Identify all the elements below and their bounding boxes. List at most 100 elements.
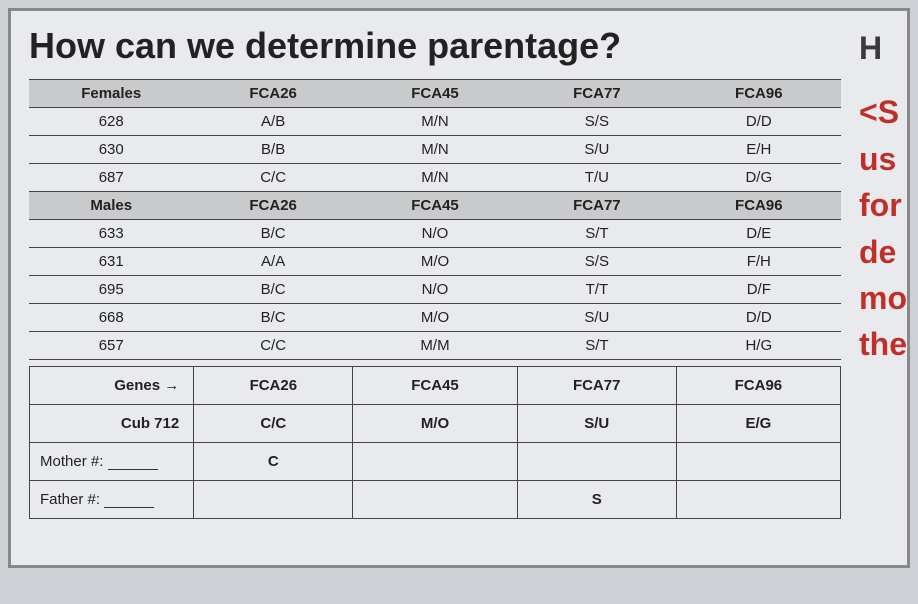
cell: B/C xyxy=(193,220,352,248)
mother-g4[interactable] xyxy=(676,443,840,481)
crop-line: de xyxy=(859,229,907,275)
col-gene3: FCA77 xyxy=(517,80,676,108)
col-gene3: FCA77 xyxy=(517,367,676,405)
males-label: Males xyxy=(29,192,193,220)
cell: M/O xyxy=(353,248,517,276)
genotype-table: Females FCA26 FCA45 FCA77 FCA96 628 A/B … xyxy=(29,79,841,360)
crop-line: mo xyxy=(859,275,907,321)
cub-g3: S/U xyxy=(517,405,676,443)
col-gene2: FCA45 xyxy=(353,192,517,220)
page: How can we determine parentage? Females … xyxy=(8,8,910,568)
row-id: 687 xyxy=(29,164,193,192)
cell: B/C xyxy=(193,276,352,304)
cell: M/N xyxy=(353,108,517,136)
cell: B/C xyxy=(193,304,352,332)
father-g4[interactable] xyxy=(676,481,840,519)
tables-wrap: Females FCA26 FCA45 FCA77 FCA96 628 A/B … xyxy=(29,79,841,519)
cropped-text-right: H <S us for de mo the xyxy=(859,25,907,368)
col-gene4: FCA96 xyxy=(677,192,841,220)
cell: D/D xyxy=(677,304,841,332)
cell: D/E xyxy=(677,220,841,248)
crop-line: for xyxy=(859,182,907,228)
col-gene4: FCA96 xyxy=(677,80,841,108)
fill-line xyxy=(108,469,158,470)
cell: A/B xyxy=(193,108,352,136)
row-id: 630 xyxy=(29,136,193,164)
cell: M/O xyxy=(353,304,517,332)
cell: N/O xyxy=(353,220,517,248)
mother-g2[interactable] xyxy=(353,443,517,481)
cub-g1: C/C xyxy=(194,405,353,443)
mother-row: Mother #: C xyxy=(30,443,841,481)
cell: A/A xyxy=(193,248,352,276)
cell: S/S xyxy=(517,248,676,276)
father-g1[interactable] xyxy=(194,481,353,519)
table-row: 657 C/C M/M S/T H/G xyxy=(29,332,841,360)
cell: S/T xyxy=(517,332,676,360)
cell: F/H xyxy=(677,248,841,276)
mother-g3[interactable] xyxy=(517,443,676,481)
row-id: 633 xyxy=(29,220,193,248)
mother-label-cell[interactable]: Mother #: xyxy=(30,443,194,481)
row-id: 628 xyxy=(29,108,193,136)
col-gene1: FCA26 xyxy=(193,80,352,108)
mother-label: Mother #: xyxy=(40,453,103,470)
row-id: 695 xyxy=(29,276,193,304)
cub-g4: E/G xyxy=(676,405,840,443)
table-row: 668 B/C M/O S/U D/D xyxy=(29,304,841,332)
table-row: 687 C/C M/N T/U D/G xyxy=(29,164,841,192)
row-id: 668 xyxy=(29,304,193,332)
cell: T/U xyxy=(517,164,676,192)
males-header-row: Males FCA26 FCA45 FCA77 FCA96 xyxy=(29,192,841,220)
table-row: 633 B/C N/O S/T D/E xyxy=(29,220,841,248)
mother-g1[interactable]: C xyxy=(194,443,353,481)
cell: H/G xyxy=(677,332,841,360)
table-row: 695 B/C N/O T/T D/F xyxy=(29,276,841,304)
genes-label: Genes → xyxy=(30,367,194,405)
cell: M/M xyxy=(353,332,517,360)
cell: S/T xyxy=(517,220,676,248)
crop-line: H xyxy=(859,25,907,71)
females-label: Females xyxy=(29,80,193,108)
cub-row: Cub 712 C/C M/O S/U E/G xyxy=(30,405,841,443)
worksheet-header-row: Genes → FCA26 FCA45 FCA77 FCA96 xyxy=(30,367,841,405)
crop-line: the xyxy=(859,321,907,367)
cell: B/B xyxy=(193,136,352,164)
cell: S/S xyxy=(517,108,676,136)
cell: E/H xyxy=(677,136,841,164)
table-row: 628 A/B M/N S/S D/D xyxy=(29,108,841,136)
cell: S/U xyxy=(517,304,676,332)
row-id: 657 xyxy=(29,332,193,360)
col-gene1: FCA26 xyxy=(194,367,353,405)
col-gene4: FCA96 xyxy=(676,367,840,405)
cell: M/N xyxy=(353,164,517,192)
cell: C/C xyxy=(193,332,352,360)
col-gene2: FCA45 xyxy=(353,367,517,405)
table-row: 631 A/A M/O S/S F/H xyxy=(29,248,841,276)
father-row: Father #: S xyxy=(30,481,841,519)
row-id: 631 xyxy=(29,248,193,276)
worksheet-table: Genes → FCA26 FCA45 FCA77 FCA96 Cub 712 … xyxy=(29,366,841,519)
females-header-row: Females FCA26 FCA45 FCA77 FCA96 xyxy=(29,80,841,108)
col-gene2: FCA45 xyxy=(353,80,517,108)
father-label-cell[interactable]: Father #: xyxy=(30,481,194,519)
cell: T/T xyxy=(517,276,676,304)
cell: D/D xyxy=(677,108,841,136)
cell: D/F xyxy=(677,276,841,304)
crop-line: <S xyxy=(859,89,907,135)
col-gene3: FCA77 xyxy=(517,192,676,220)
page-title: How can we determine parentage? xyxy=(29,25,889,67)
fill-line xyxy=(104,507,154,508)
father-label: Father #: xyxy=(40,491,100,508)
father-g3[interactable]: S xyxy=(517,481,676,519)
cub-label: Cub 712 xyxy=(30,405,194,443)
cell: M/N xyxy=(353,136,517,164)
father-g2[interactable] xyxy=(353,481,517,519)
col-gene1: FCA26 xyxy=(193,192,352,220)
crop-line: us xyxy=(859,136,907,182)
cell: D/G xyxy=(677,164,841,192)
cell: N/O xyxy=(353,276,517,304)
cub-g2: M/O xyxy=(353,405,517,443)
cell: C/C xyxy=(193,164,352,192)
cell: S/U xyxy=(517,136,676,164)
